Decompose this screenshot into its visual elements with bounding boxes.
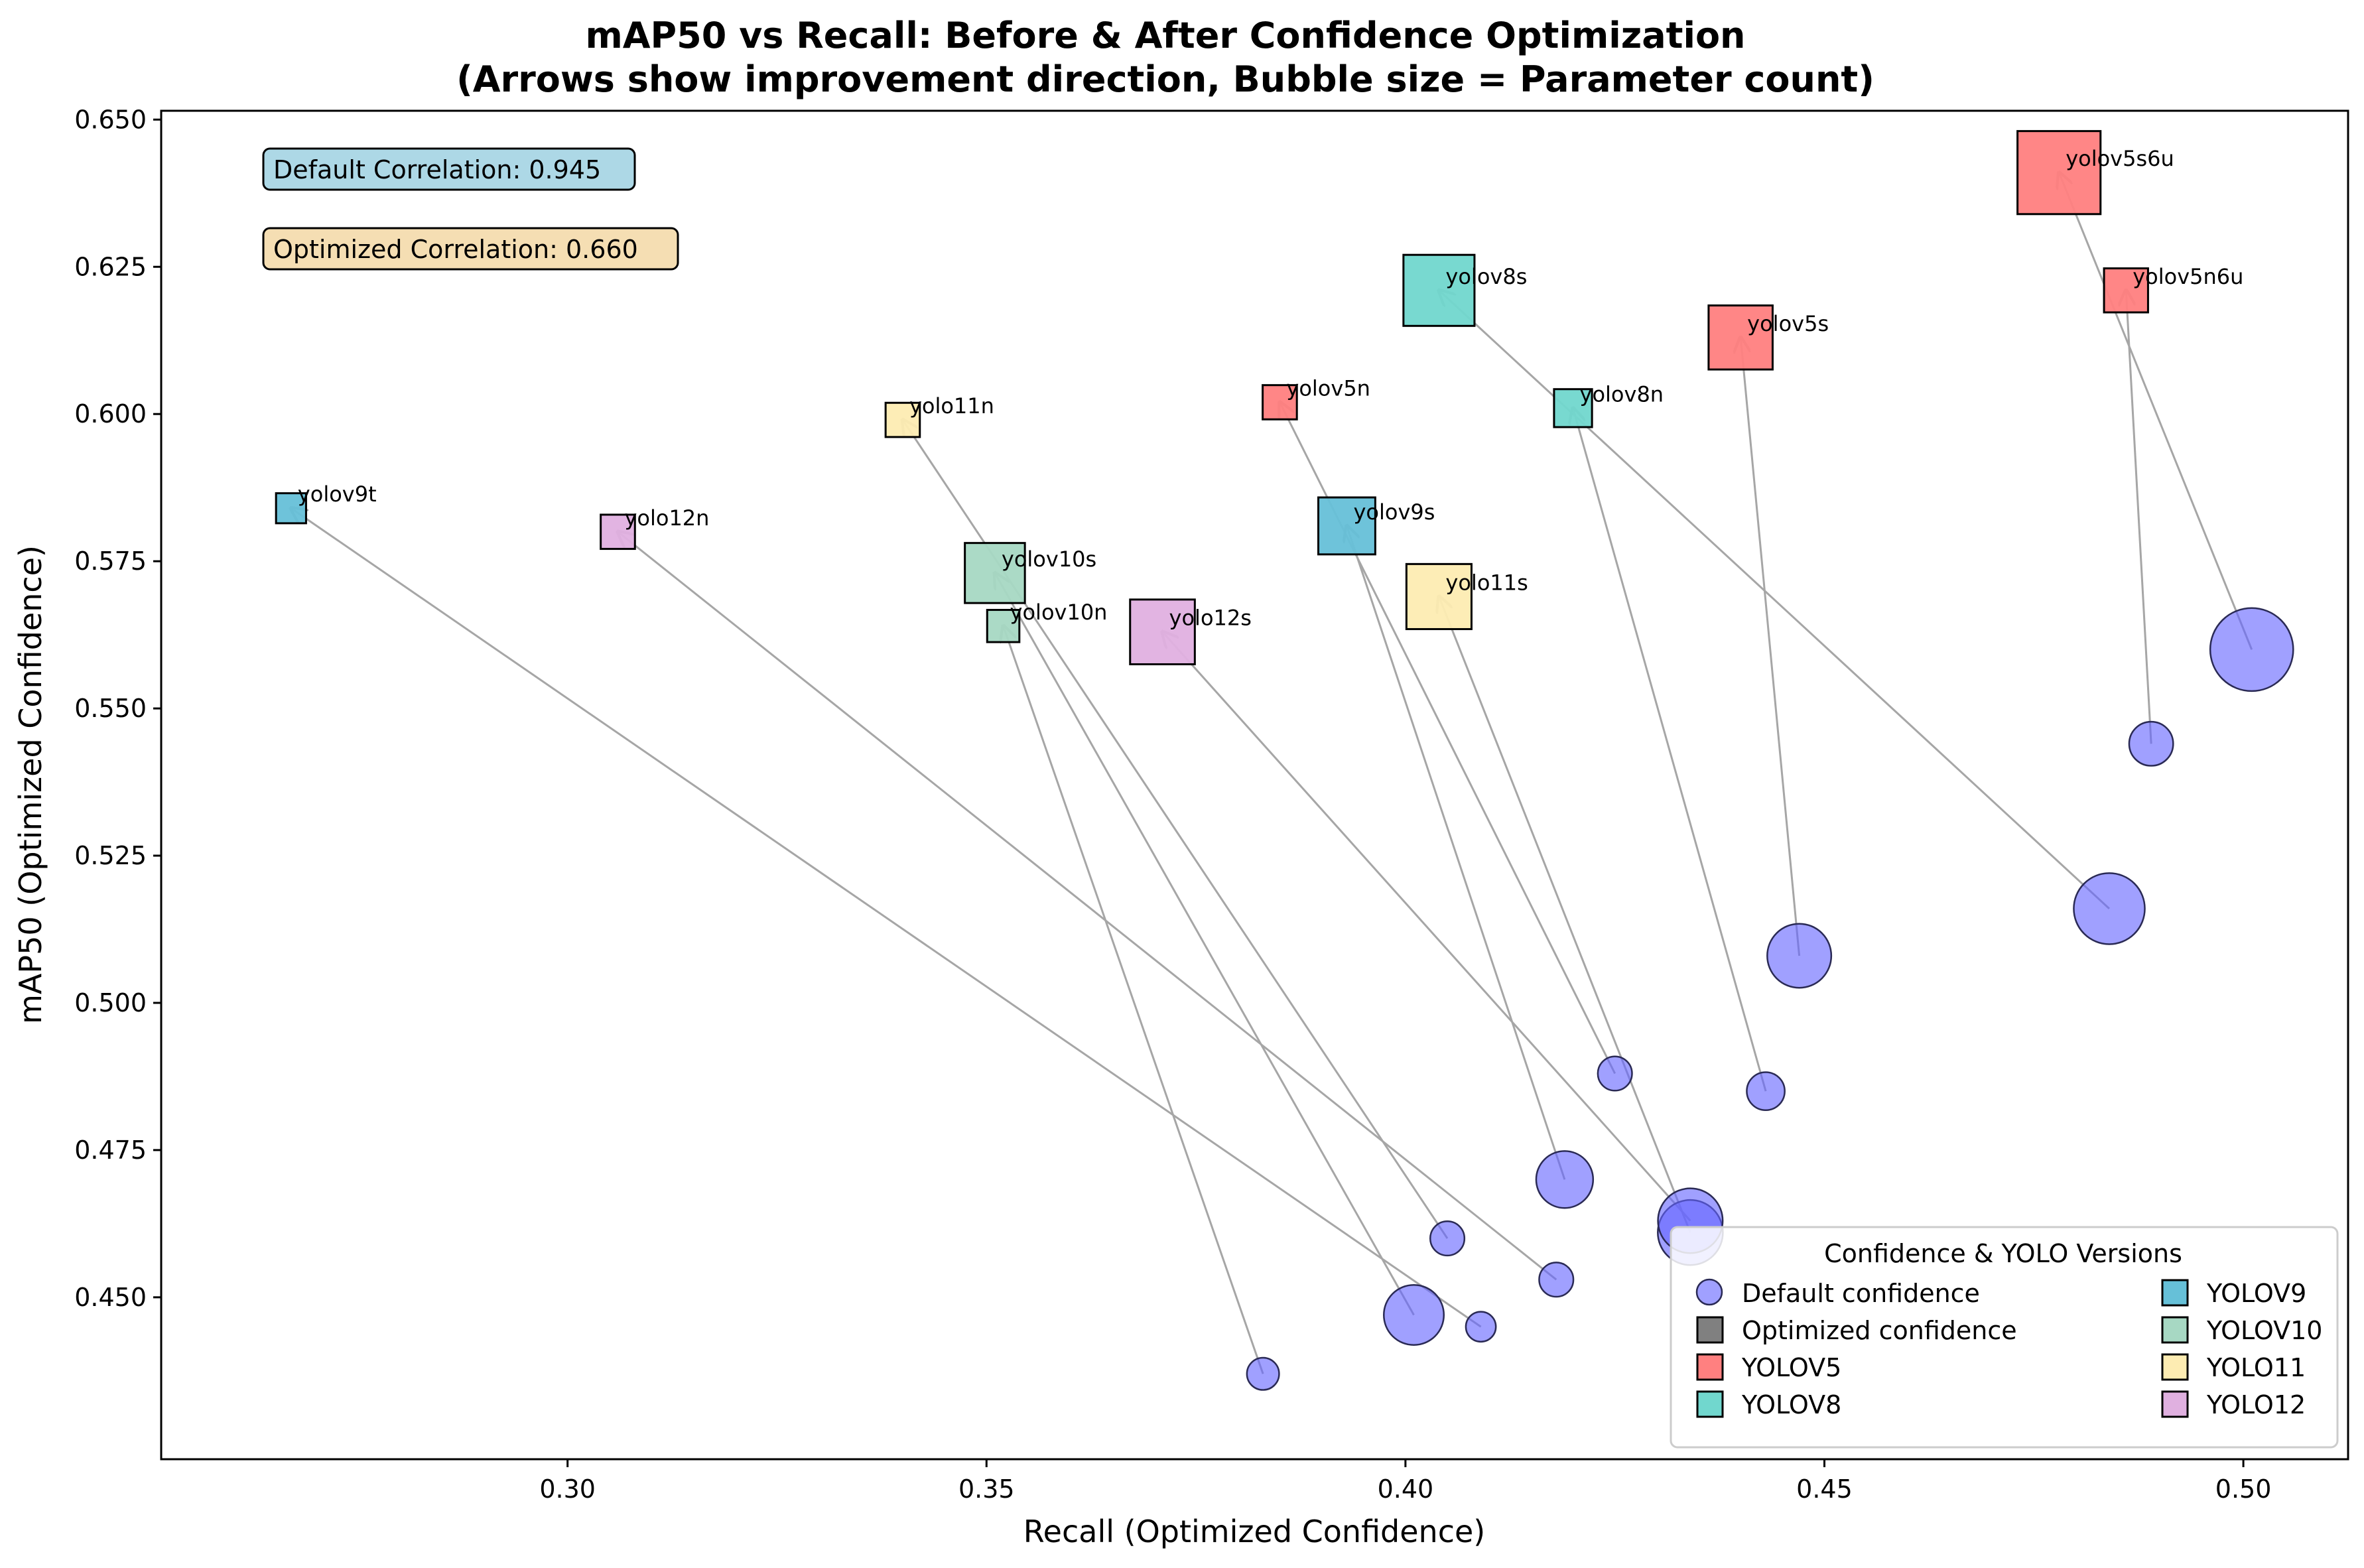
default-correlation-text: Default Correlation: 0.945	[273, 155, 601, 184]
model-label-yolov5n6u: yolov5n6u	[2133, 264, 2243, 289]
improvement-arrow-yolov5s	[1740, 338, 1801, 956]
default-bubble-yolov5s6u	[2209, 607, 2294, 692]
y-tick-label: 0.575	[74, 547, 147, 576]
optimized-correlation-text: Optimized Correlation: 0.660	[273, 235, 638, 264]
optimized-square-yolov10n	[986, 609, 1021, 643]
legend-marker-yolov5	[1696, 1353, 1724, 1381]
model-label-yolo12n: yolo12n	[624, 505, 709, 531]
x-tick-label: 0.40	[1378, 1474, 1434, 1504]
default-correlation-box: Default Correlation: 0.945	[262, 147, 636, 191]
legend-marker-yolo12	[2161, 1390, 2189, 1418]
legend-marker-yolov8	[1696, 1390, 1724, 1418]
model-label-yolov5s: yolov5s	[1747, 311, 1829, 336]
x-axis-label: Recall (Optimized Confidence)	[1023, 1514, 1485, 1549]
optimized-square-yolov9t	[275, 492, 307, 525]
default-markers-layer	[1246, 607, 2294, 1391]
default-bubble-yolov9t	[1465, 1311, 1497, 1343]
legend-label: YOLO12	[2206, 1390, 2306, 1419]
y-tick-label: 0.500	[74, 988, 147, 1017]
model-label-yolov9s: yolov9s	[1353, 499, 1435, 525]
optimized-square-yolov5n6u	[2103, 267, 2149, 314]
y-axis-ticks: 0.450 0.475 0.500 0.525 0.550 0.575 0.600 0.625…	[74, 105, 161, 1312]
model-label-yolo11n: yolo11n	[909, 393, 994, 419]
default-bubble-yolov5n	[1597, 1055, 1633, 1092]
optimized-square-yolov8n	[1553, 388, 1593, 428]
legend-marker-yolo11	[2161, 1353, 2189, 1381]
default-bubble-yolov10s	[1383, 1283, 1445, 1346]
optimized-correlation-box: Optimized Correlation: 0.660	[262, 227, 679, 271]
improvement-arrow-yolov8n	[1573, 408, 1767, 1092]
model-label-yolov9t: yolov9t	[298, 482, 377, 507]
default-bubble-yolov9s	[1535, 1150, 1595, 1209]
y-tick-label: 0.475	[74, 1136, 147, 1165]
y-axis-label: mAP50 (Optimized Confidence)	[13, 545, 48, 1024]
improvement-arrow-yolov8s	[1439, 291, 2110, 910]
improvement-arrow-yolov10s	[995, 573, 1415, 1316]
x-axis-ticks: 0.30 0.35 0.40 0.45 0.50	[539, 1459, 2271, 1504]
x-tick-label: 0.45	[1796, 1474, 1853, 1504]
legend-marker-yolov10	[2161, 1316, 2189, 1344]
improvement-arrow-yolo11s	[1439, 596, 1691, 1233]
legend-marker-optimized-confidence	[1696, 1316, 1724, 1344]
improvement-arrow-yolov5n6u	[2126, 291, 2152, 744]
legend-label: YOLOV5	[1741, 1353, 1841, 1382]
improvement-arrow-yolov9t	[291, 508, 1482, 1328]
legend: Confidence & YOLO Versions Default confi…	[1670, 1226, 2339, 1449]
improvement-arrow-yolo12s	[1163, 632, 1691, 1222]
x-tick-label: 0.50	[2215, 1474, 2272, 1504]
optimized-square-yolov9s	[1317, 496, 1376, 556]
y-tick-label: 0.650	[74, 105, 147, 134]
y-tick-label: 0.625	[74, 252, 147, 281]
chart-subtitle: (Arrows show improvement direction, Bubb…	[456, 58, 1874, 100]
optimized-square-yolo11n	[884, 401, 921, 438]
legend-label: YOLOV9	[2206, 1279, 2306, 1308]
legend-label: YOLO11	[2206, 1353, 2306, 1382]
default-bubble-yolov5n6u	[2128, 720, 2174, 767]
y-tick-label: 0.600	[74, 399, 147, 428]
default-bubble-yolo11n	[1429, 1220, 1466, 1257]
optimized-square-yolov8s	[1402, 253, 1476, 327]
legend-label: Optimized confidence	[1742, 1316, 2017, 1345]
default-bubble-yolov10n	[1246, 1356, 1280, 1391]
y-tick-label: 0.525	[74, 841, 147, 870]
legend-marker-default	[1695, 1278, 1723, 1306]
improvement-arrow-yolov9s	[1346, 526, 1566, 1180]
model-label-yolov10n: yolov10n	[1010, 600, 1108, 625]
legend-label: YOLOV10	[2206, 1316, 2322, 1345]
model-labels-layer: yolov5s6u yolov5n6u yolov5s yolov5n yolov8s y…	[298, 146, 2244, 630]
legend-label: Default confidence	[1742, 1279, 1980, 1308]
optimized-square-yolo12s	[1129, 598, 1196, 665]
optimized-square-yolov10s	[964, 542, 1026, 604]
model-label-yolov5s6u: yolov5s6u	[2066, 146, 2174, 171]
optimized-square-yolov5s	[1707, 304, 1774, 371]
chart-title: mAP50 vs Recall: Before & After Confiden…	[585, 15, 1745, 56]
default-bubble-yolov8s	[2073, 872, 2146, 945]
model-label-yolov10s: yolov10s	[1002, 547, 1096, 572]
model-label-yolov8n: yolov8n	[1580, 381, 1664, 407]
model-label-yolov8s: yolov8s	[1445, 264, 1527, 289]
optimized-square-yolov5n	[1262, 384, 1298, 421]
optimized-square-yolo12n	[600, 513, 636, 551]
optimized-square-yolo11s	[1405, 562, 1473, 630]
optimized-markers-layer	[275, 130, 2149, 665]
improvement-arrow-yolov5s6u	[2059, 172, 2253, 650]
improvement-arrow-yolov10n	[1004, 626, 1264, 1374]
legend-marker-yolov9	[2161, 1279, 2189, 1307]
plot-frame	[160, 109, 2349, 1461]
x-tick-label: 0.35	[958, 1474, 1015, 1504]
model-label-yolov5n: yolov5n	[1286, 375, 1370, 401]
y-tick-label: 0.450	[74, 1283, 147, 1312]
optimized-square-yolov5s6u	[2016, 130, 2102, 216]
x-tick-label: 0.30	[539, 1474, 596, 1504]
default-bubble-yolo12n	[1538, 1262, 1575, 1298]
legend-label: YOLOV8	[1741, 1390, 1841, 1419]
model-label-yolo12s: yolo12s	[1169, 606, 1252, 631]
default-bubble-yolov5s	[1766, 923, 1833, 989]
legend-title: Confidence & YOLO Versions	[1824, 1239, 2182, 1268]
y-tick-label: 0.550	[74, 694, 147, 723]
improvement-arrow-yolo12n	[618, 532, 1557, 1281]
model-label-yolo11s: yolo11s	[1445, 570, 1528, 595]
default-bubble-yolov8n	[1746, 1071, 1786, 1112]
